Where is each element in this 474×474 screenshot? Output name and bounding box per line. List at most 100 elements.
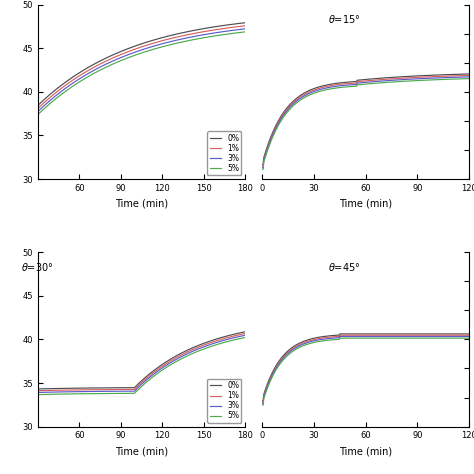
1% (173, 34, 179, 40)
3% (173, 37, 179, 43)
5% (312, 339, 318, 345)
0% (353, 331, 359, 337)
Line: 5%: 5% (262, 338, 469, 405)
1% (382, 332, 387, 338)
3% (416, 334, 421, 339)
3% (312, 338, 318, 344)
1% (242, 331, 248, 337)
0% (191, 27, 197, 33)
3% (242, 26, 248, 32)
3% (242, 332, 248, 338)
Line: 0%: 0% (262, 74, 469, 164)
5% (466, 76, 472, 82)
Line: 3%: 3% (262, 337, 469, 403)
0% (312, 85, 318, 91)
0% (259, 398, 264, 403)
1% (259, 399, 264, 405)
1% (353, 80, 358, 86)
3% (296, 343, 301, 349)
5% (337, 335, 343, 341)
0% (398, 74, 403, 80)
1% (72, 76, 77, 82)
3% (259, 164, 264, 170)
Legend: 0%, 1%, 3%, 5%: 0%, 1%, 3%, 5% (207, 131, 241, 175)
0% (173, 353, 179, 359)
0% (88, 63, 94, 69)
3% (296, 97, 301, 102)
Line: 5%: 5% (262, 79, 469, 169)
0% (466, 331, 472, 337)
0% (191, 344, 197, 350)
5% (88, 72, 94, 78)
X-axis label: Time (min): Time (min) (339, 446, 392, 456)
5% (173, 359, 179, 365)
1% (157, 365, 163, 371)
5% (415, 78, 421, 83)
Line: 0%: 0% (262, 334, 469, 401)
3% (466, 74, 472, 80)
1% (242, 23, 248, 28)
5% (242, 29, 248, 35)
0% (415, 73, 421, 79)
X-axis label: Time (min): Time (min) (115, 446, 168, 456)
1% (191, 31, 197, 36)
0% (72, 73, 77, 79)
0% (296, 94, 301, 100)
1% (466, 332, 472, 338)
3% (157, 41, 163, 47)
0% (353, 79, 358, 84)
0% (88, 385, 94, 391)
3% (72, 389, 77, 394)
1% (337, 332, 343, 338)
1% (398, 332, 403, 338)
0% (157, 363, 163, 369)
1% (173, 355, 179, 360)
5% (129, 391, 135, 396)
1% (259, 163, 264, 169)
5% (296, 99, 301, 104)
3% (353, 82, 358, 87)
0% (382, 331, 387, 337)
3% (88, 389, 94, 394)
Line: 5%: 5% (38, 32, 246, 115)
0% (242, 20, 248, 26)
0% (129, 385, 135, 391)
Line: 0%: 0% (38, 23, 246, 105)
3% (129, 388, 135, 394)
Line: 1%: 1% (38, 334, 246, 391)
1% (129, 387, 135, 392)
Line: 1%: 1% (262, 75, 469, 166)
3% (466, 334, 472, 339)
1% (157, 38, 163, 44)
3% (353, 334, 359, 339)
3% (259, 401, 264, 406)
5% (259, 166, 264, 172)
Text: $\theta$=45°: $\theta$=45° (328, 261, 361, 273)
5% (173, 40, 179, 46)
1% (296, 342, 301, 348)
3% (35, 390, 41, 395)
3% (72, 79, 77, 85)
5% (353, 83, 358, 89)
0% (398, 331, 403, 337)
0% (157, 36, 163, 41)
5% (191, 36, 197, 42)
0% (173, 31, 179, 37)
Line: 3%: 3% (38, 335, 246, 392)
5% (398, 79, 403, 84)
3% (381, 78, 387, 84)
5% (191, 350, 197, 356)
5% (382, 335, 387, 341)
5% (466, 335, 472, 341)
3% (337, 334, 343, 339)
3% (191, 34, 197, 39)
1% (312, 337, 318, 342)
1% (72, 387, 77, 393)
3% (35, 109, 41, 114)
Line: 0%: 0% (38, 332, 246, 389)
1% (466, 73, 472, 78)
1% (191, 346, 197, 352)
3% (129, 51, 135, 56)
1% (129, 47, 135, 53)
5% (398, 335, 403, 341)
